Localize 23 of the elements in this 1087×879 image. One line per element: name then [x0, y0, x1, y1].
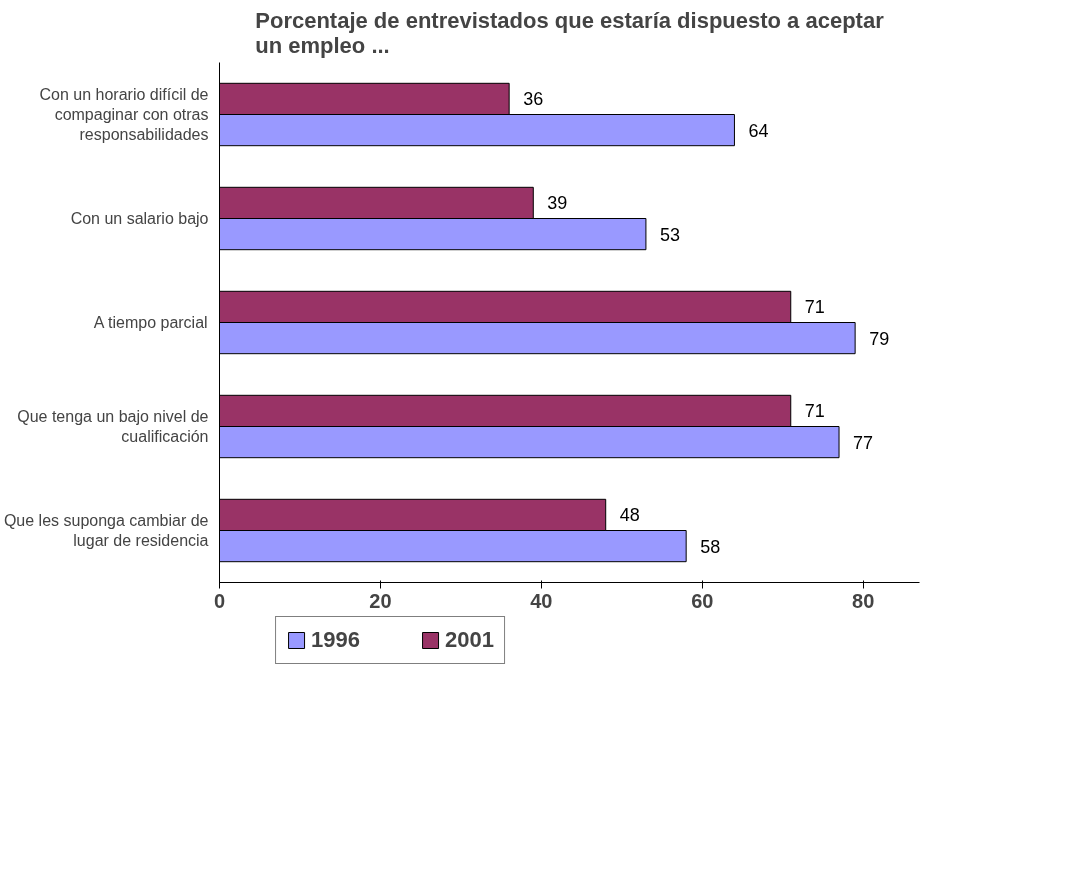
y-tick-label: Que les suponga cambiar de lugar de residencia: [3, 511, 209, 550]
data-label: 77: [853, 432, 874, 453]
x-tick-label: 60: [691, 589, 714, 612]
y-tick-label: A tiempo parcial: [93, 314, 208, 331]
x-tick-label: 80: [852, 589, 875, 612]
data-label: 53: [659, 224, 680, 245]
legend-label: 2001: [444, 627, 494, 653]
legend-label: 1996: [311, 627, 360, 653]
data-label: 71: [804, 297, 825, 318]
chart-title: Porcentaje de entrevistados que estaría dispuesto a aceptar un empleo ...: [255, 7, 885, 58]
y-tick-label: Que tenga un bajo nivel de cualificación: [17, 407, 209, 446]
data-label: 71: [804, 401, 825, 422]
data-label: 48: [619, 505, 640, 526]
data-label: 36: [523, 89, 544, 110]
data-label: 39: [547, 193, 568, 214]
x-tick-label: 20: [369, 589, 392, 612]
data-label: 79: [869, 328, 890, 349]
data-label: 58: [700, 536, 721, 557]
y-tick-label: Con un horario difícil de compaginar con otras responsabilidades: [39, 85, 209, 144]
data-label: 64: [748, 120, 769, 141]
x-tick-label: 40: [530, 589, 553, 612]
y-tick-label: Con un salario bajo: [70, 210, 209, 227]
x-tick-label: 0: [213, 589, 226, 612]
